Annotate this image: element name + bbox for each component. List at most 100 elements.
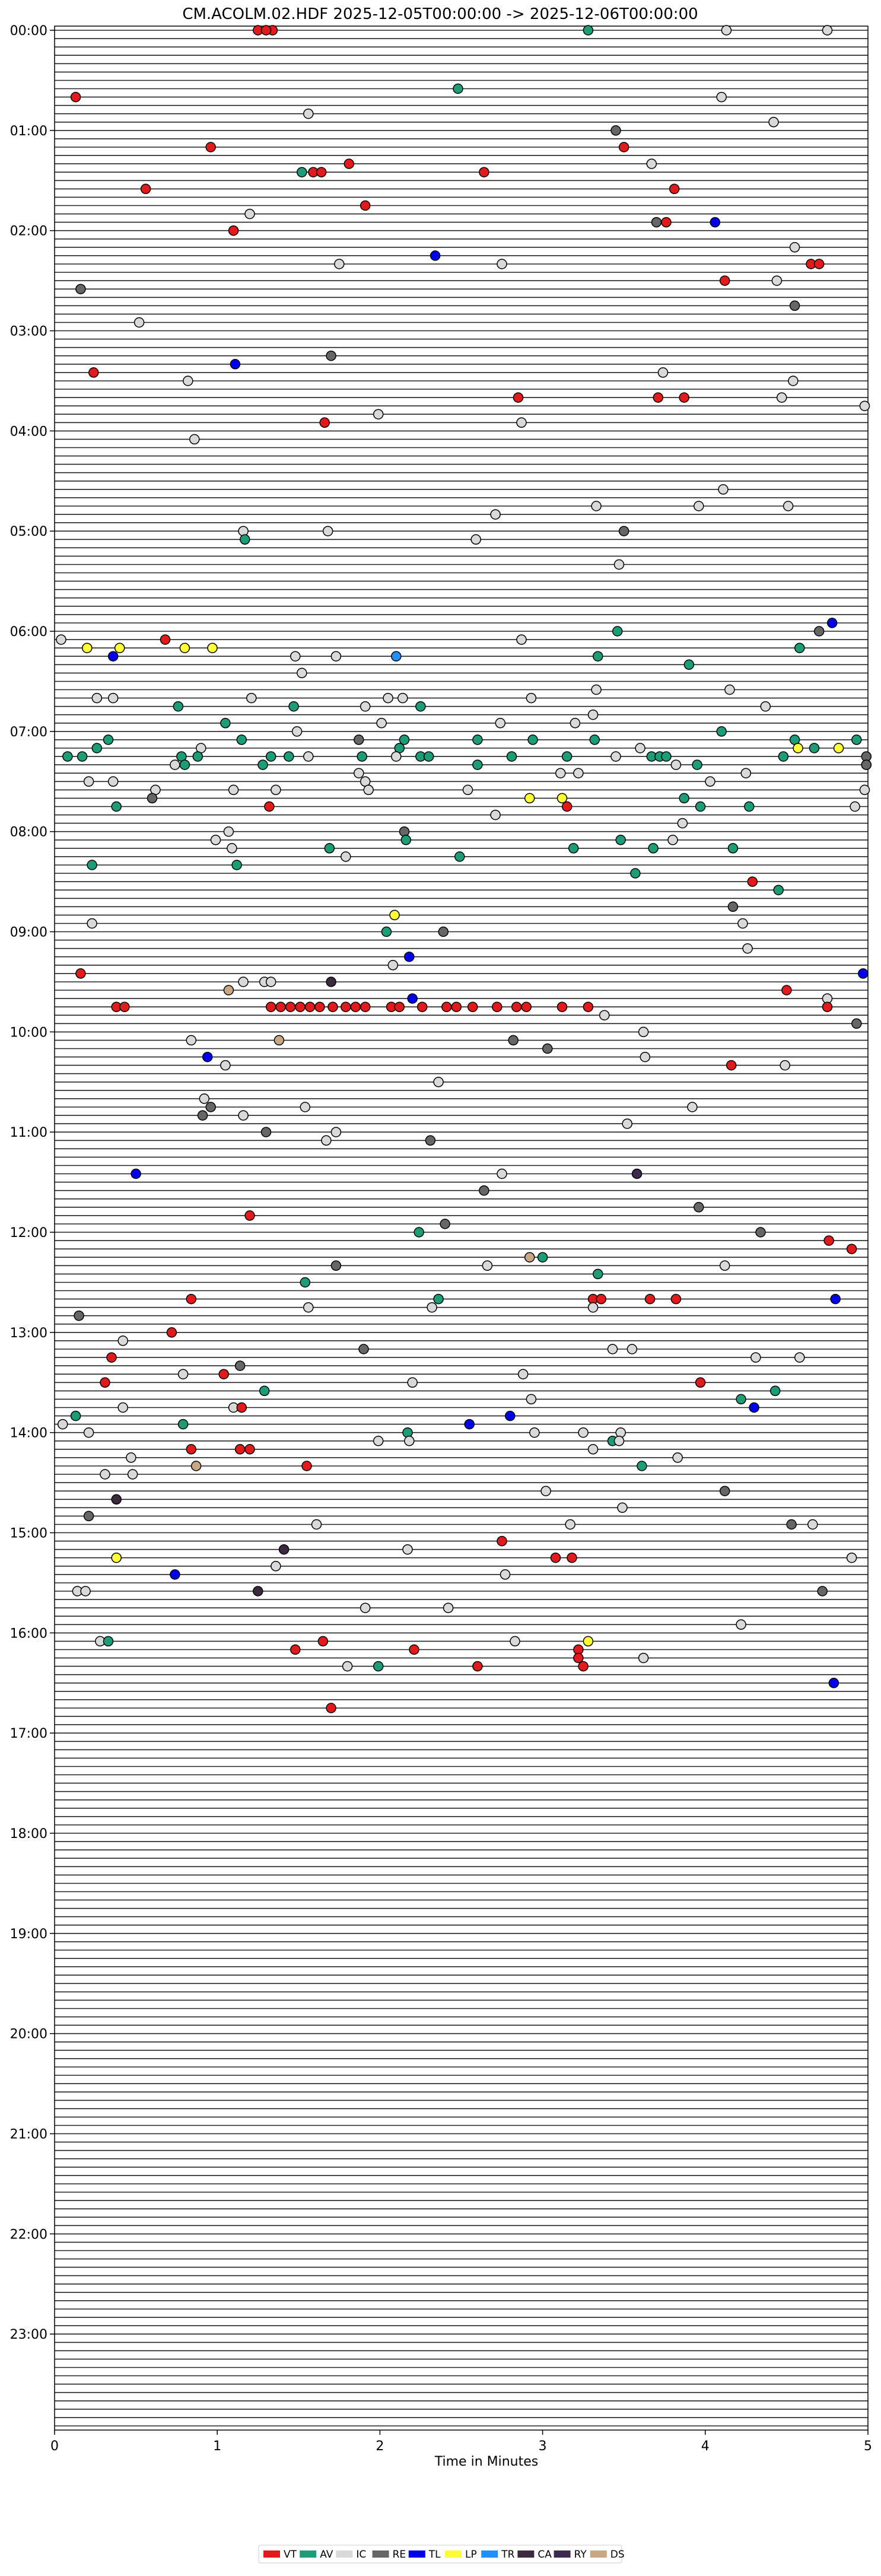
event-marker-vt [234, 1444, 246, 1455]
event-marker-vt [265, 1001, 276, 1012]
event-marker-ca [253, 1586, 263, 1597]
event-marker-av [695, 801, 706, 812]
event-marker-av [506, 751, 517, 762]
event-marker-ic [303, 1302, 314, 1313]
event-marker-ic [223, 826, 234, 837]
event-marker-ic [376, 718, 387, 729]
event-marker-re [789, 300, 800, 311]
event-marker-tl [830, 1293, 841, 1305]
event-marker-ic [83, 1427, 94, 1438]
event-marker-ic [705, 776, 715, 787]
event-marker-ic [87, 918, 97, 929]
event-marker-re [651, 217, 662, 228]
event-marker-av [381, 926, 392, 937]
event-marker-vt [341, 1001, 351, 1012]
legend-label-tr: TR [501, 2549, 514, 2561]
event-marker-ic [846, 1552, 857, 1563]
event-marker-av [568, 843, 579, 854]
event-marker-tl [131, 1168, 141, 1179]
event-marker-av [77, 751, 88, 762]
event-marker-vt [513, 392, 524, 403]
event-marker-ic [462, 784, 473, 796]
event-marker-vt [653, 392, 664, 403]
event-marker-av [692, 759, 702, 770]
y-tick-label: 19:00 [10, 1927, 47, 1942]
legend: VT AV IC RE TL LP TR CA RY DS [258, 2545, 625, 2564]
event-marker-ic [330, 651, 342, 662]
event-marker-ic [227, 843, 237, 854]
event-markers [56, 25, 872, 1713]
event-marker-re [354, 734, 364, 745]
event-marker-ic [303, 108, 314, 119]
event-marker-vt [479, 167, 489, 177]
event-marker-vt [823, 1235, 834, 1246]
event-marker-av [257, 759, 268, 770]
x-axis-label: Time in Minutes [434, 2454, 539, 2469]
event-marker-re [861, 759, 872, 770]
event-marker-ic [517, 1369, 529, 1379]
legend-swatch-re [372, 2550, 389, 2558]
event-marker-ic [742, 943, 753, 954]
event-marker-ic [516, 417, 527, 428]
event-marker-vt [316, 167, 327, 177]
event-marker-ic [587, 1444, 599, 1455]
event-marker-vt [670, 1293, 682, 1305]
event-marker-ic [807, 1519, 818, 1530]
event-marker-tl [107, 651, 119, 662]
event-marker-av [615, 835, 626, 845]
event-marker-av [773, 885, 784, 895]
event-marker-vt [846, 1244, 857, 1254]
event-marker-re [399, 826, 410, 837]
y-tick-label: 18:00 [10, 1827, 47, 1842]
event-marker-ry [631, 1168, 643, 1179]
event-marker-av [373, 1661, 384, 1672]
event-marker-ic [780, 1060, 790, 1071]
event-marker-ic [341, 851, 351, 862]
event-marker-ic [555, 768, 566, 778]
legend-swatch-tl [408, 2550, 425, 2558]
event-marker-vt [327, 1001, 338, 1012]
y-tick-label: 13:00 [10, 1326, 47, 1341]
event-marker-lp [114, 643, 125, 653]
event-marker-av [91, 743, 103, 753]
y-tick-label: 01:00 [10, 124, 47, 139]
event-marker-av [472, 759, 483, 770]
event-marker-ic [397, 692, 408, 704]
event-marker-ic [687, 1102, 698, 1112]
event-marker-ic [788, 376, 799, 386]
event-marker-ca [111, 1494, 122, 1505]
event-marker-re [147, 793, 158, 804]
x-tick-label: 1 [213, 2439, 221, 2454]
event-marker-ic [500, 1569, 511, 1580]
event-marker-vt [472, 1661, 483, 1672]
event-marker-lp [207, 643, 218, 653]
event-marker-ic [495, 718, 506, 729]
event-marker-av [727, 843, 739, 854]
event-marker-ic [291, 726, 303, 737]
y-tick-label: 10:00 [10, 1025, 47, 1040]
event-marker-re [74, 1310, 84, 1321]
event-marker-ic [694, 501, 704, 511]
event-marker-ic [170, 759, 180, 770]
event-marker-ic [607, 1344, 618, 1354]
event-marker-vt [106, 1352, 117, 1363]
event-marker-ic [670, 759, 682, 770]
y-axis: 00:00 01:00 02:00 03:00 04:00 05:00 06:00 07:00… [10, 24, 55, 2342]
event-marker-ic [443, 1602, 454, 1613]
event-marker-av [453, 83, 463, 94]
event-marker-ic [716, 91, 727, 103]
event-marker-vt [205, 142, 216, 152]
event-marker-ic [822, 25, 833, 36]
event-marker-re [479, 1185, 489, 1196]
legend-swatch-ds [590, 2550, 607, 2558]
event-marker-ic [404, 1436, 415, 1446]
event-marker-av [593, 651, 603, 662]
event-marker-vt [550, 1552, 561, 1563]
event-marker-vt [304, 1001, 316, 1012]
event-marker-ic [303, 751, 314, 762]
event-marker-av [240, 534, 250, 545]
event-marker-ic [646, 158, 657, 169]
legend-label-ic: IC [356, 2549, 366, 2561]
event-marker-av [778, 751, 789, 762]
event-marker-av [173, 701, 184, 712]
